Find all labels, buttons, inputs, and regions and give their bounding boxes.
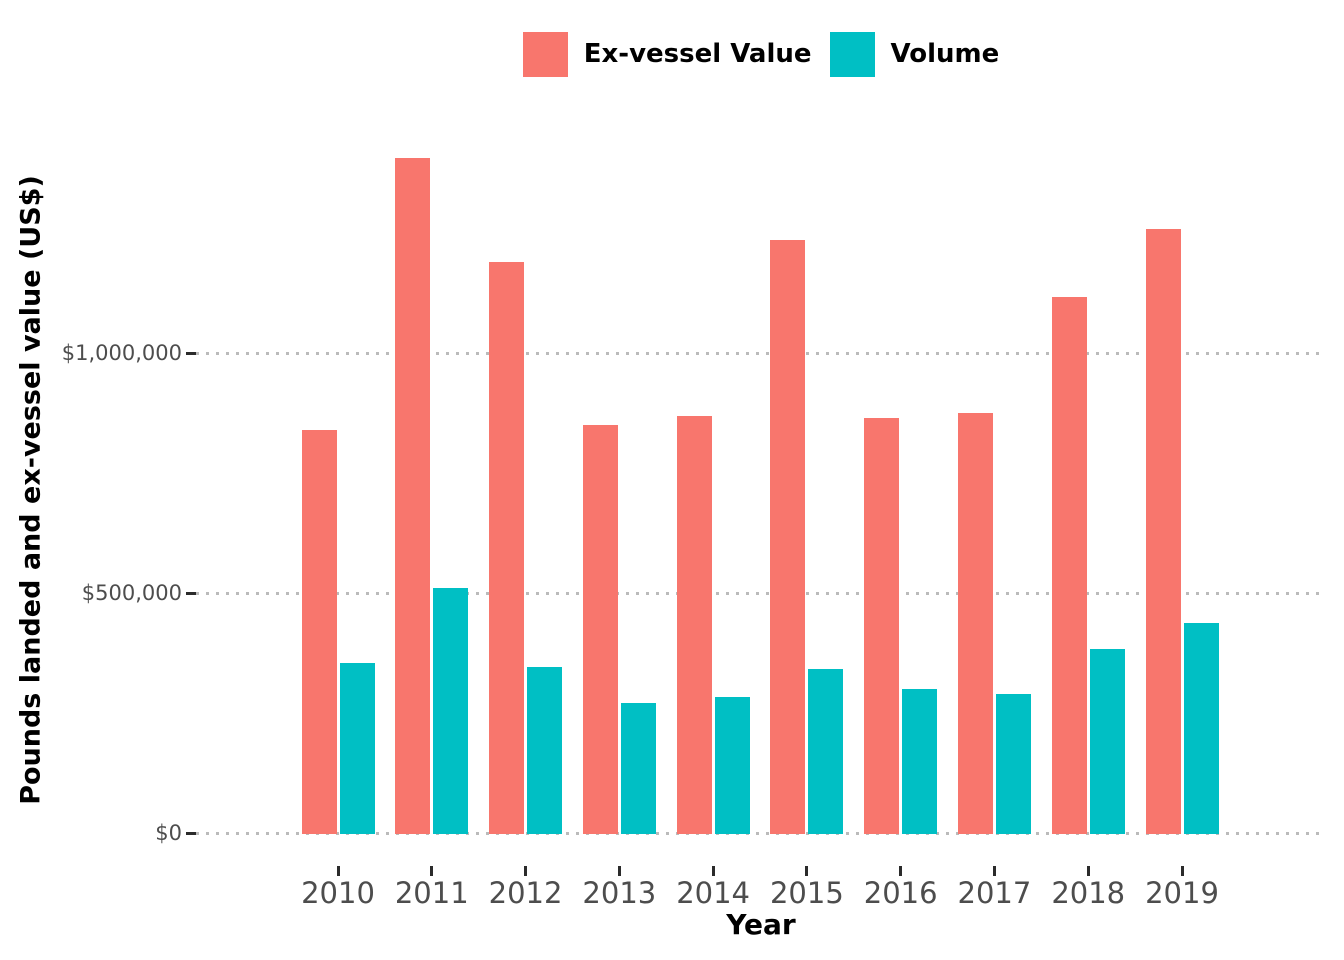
x-axis-tick <box>899 866 903 876</box>
x-axis-tick-label-2019: 2019 <box>1145 876 1219 910</box>
x-axis-tick <box>617 866 621 876</box>
x-axis-tick-label-2010: 2010 <box>301 876 375 910</box>
bar-ex-vessel-value-2016 <box>864 417 900 834</box>
gridline-1000000 <box>196 352 1326 355</box>
y-axis-tick-label: $0 <box>155 821 182 845</box>
gridline-0 <box>196 832 1326 835</box>
bar-volume-2011 <box>433 588 469 834</box>
x-axis-tick-label-2016: 2016 <box>863 876 938 910</box>
bar-ex-vessel-value-2012 <box>489 261 525 834</box>
x-axis-title: Year <box>726 908 796 941</box>
x-axis-tick <box>1086 866 1090 876</box>
bar-ex-vessel-value-2017 <box>957 413 993 834</box>
x-axis-tick-label-2018: 2018 <box>1051 876 1126 910</box>
x-axis-tick <box>1180 866 1184 876</box>
y-axis-tick-label: $500,000 <box>81 581 182 605</box>
bar-ex-vessel-value-2018 <box>1051 296 1087 834</box>
bar-volume-2014 <box>714 697 750 834</box>
bar-volume-2016 <box>902 689 938 834</box>
bar-volume-2013 <box>620 702 656 834</box>
bar-ex-vessel-value-2013 <box>582 424 618 834</box>
x-axis-tick <box>711 866 715 876</box>
x-axis-tick-label-2013: 2013 <box>582 876 657 910</box>
gridline-500000 <box>196 592 1326 595</box>
bar-volume-2015 <box>808 669 844 834</box>
x-axis-tick <box>992 866 996 876</box>
legend-item-volume: Volume <box>829 31 1000 77</box>
bar-ex-vessel-value-2014 <box>676 415 712 834</box>
x-axis-tick <box>430 866 434 876</box>
bar-volume-2012 <box>527 666 563 834</box>
x-axis-tick <box>336 866 340 876</box>
bar-ex-vessel-value-2015 <box>770 239 806 834</box>
x-axis-tick <box>805 866 809 876</box>
y-axis-tick-label: $1,000,000 <box>61 341 182 365</box>
y-axis-tick <box>186 832 196 835</box>
bar-ex-vessel-value-2011 <box>395 158 431 834</box>
legend-label: Volume <box>890 39 1000 69</box>
bar-volume-2010 <box>339 663 375 834</box>
bar-volume-2018 <box>1089 649 1125 834</box>
x-axis-tick-label-2012: 2012 <box>488 876 563 910</box>
legend-swatch-ex-vessel-value <box>522 31 568 77</box>
legend: Ex-vessel Value Volume <box>196 24 1326 84</box>
legend-label: Ex-vessel Value <box>583 39 812 69</box>
bar-ex-vessel-value-2019 <box>1145 229 1181 834</box>
x-axis-tick-label-2017: 2017 <box>957 876 1032 910</box>
legend-item-ex-vessel-value: Ex-vessel Value <box>522 31 812 77</box>
y-axis-title: Pounds landed and ex-vessel value (US$) <box>15 175 47 805</box>
bar-volume-2019 <box>1183 622 1219 834</box>
bar-ex-vessel-value-2010 <box>301 429 337 834</box>
x-axis-tick-label-2015: 2015 <box>769 876 844 910</box>
y-axis-tick <box>186 592 196 595</box>
y-axis-tick <box>186 352 196 355</box>
x-axis-tick <box>524 866 528 876</box>
bar-volume-2017 <box>995 693 1031 834</box>
legend-swatch-volume <box>829 31 875 77</box>
x-axis-tick-label-2011: 2011 <box>394 876 469 910</box>
x-axis-tick-label-2014: 2014 <box>676 876 751 910</box>
